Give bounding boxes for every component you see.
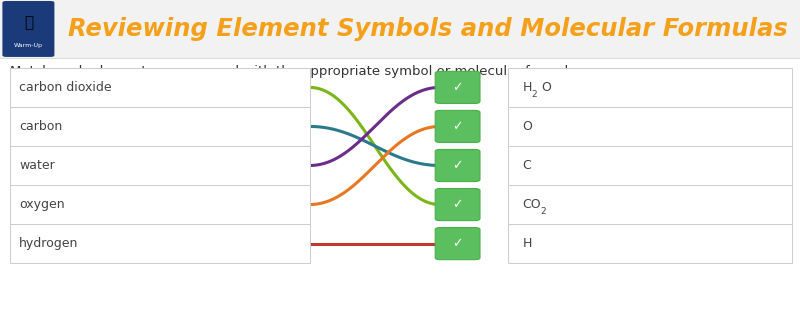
FancyBboxPatch shape [10, 146, 310, 185]
FancyBboxPatch shape [435, 71, 480, 103]
Text: ✓: ✓ [452, 159, 463, 172]
Text: Match each element or compound with the appropriate symbol or molecular formula.: Match each element or compound with the … [10, 65, 580, 78]
Text: CO: CO [522, 198, 541, 211]
FancyBboxPatch shape [10, 224, 310, 263]
FancyBboxPatch shape [435, 189, 480, 220]
Text: Warm-Up: Warm-Up [14, 43, 43, 48]
Text: O: O [522, 120, 532, 133]
Text: 2: 2 [532, 90, 538, 99]
FancyBboxPatch shape [0, 0, 800, 58]
Text: hydrogen: hydrogen [19, 237, 78, 250]
Text: H: H [522, 237, 532, 250]
FancyBboxPatch shape [10, 185, 310, 224]
Text: 2: 2 [541, 207, 546, 216]
FancyBboxPatch shape [508, 146, 792, 185]
Text: 🔥: 🔥 [24, 15, 33, 30]
FancyBboxPatch shape [508, 185, 792, 224]
Text: ✓: ✓ [452, 198, 463, 211]
FancyBboxPatch shape [508, 107, 792, 146]
Text: Reviewing Element Symbols and Molecular Formulas: Reviewing Element Symbols and Molecular … [68, 17, 788, 41]
FancyBboxPatch shape [10, 68, 310, 107]
Text: C: C [522, 159, 531, 172]
Text: ✓: ✓ [452, 120, 463, 133]
FancyBboxPatch shape [508, 224, 792, 263]
Text: carbon dioxide: carbon dioxide [19, 81, 112, 94]
FancyBboxPatch shape [435, 111, 480, 142]
Text: water: water [19, 159, 55, 172]
Text: ✓: ✓ [452, 81, 463, 94]
Text: H: H [522, 81, 532, 94]
FancyBboxPatch shape [10, 107, 310, 146]
Text: O: O [542, 81, 551, 94]
Text: ✓: ✓ [452, 237, 463, 250]
FancyBboxPatch shape [435, 228, 480, 260]
Text: carbon: carbon [19, 120, 62, 133]
FancyBboxPatch shape [2, 1, 54, 57]
FancyBboxPatch shape [508, 68, 792, 107]
Text: oxygen: oxygen [19, 198, 65, 211]
FancyBboxPatch shape [435, 150, 480, 181]
